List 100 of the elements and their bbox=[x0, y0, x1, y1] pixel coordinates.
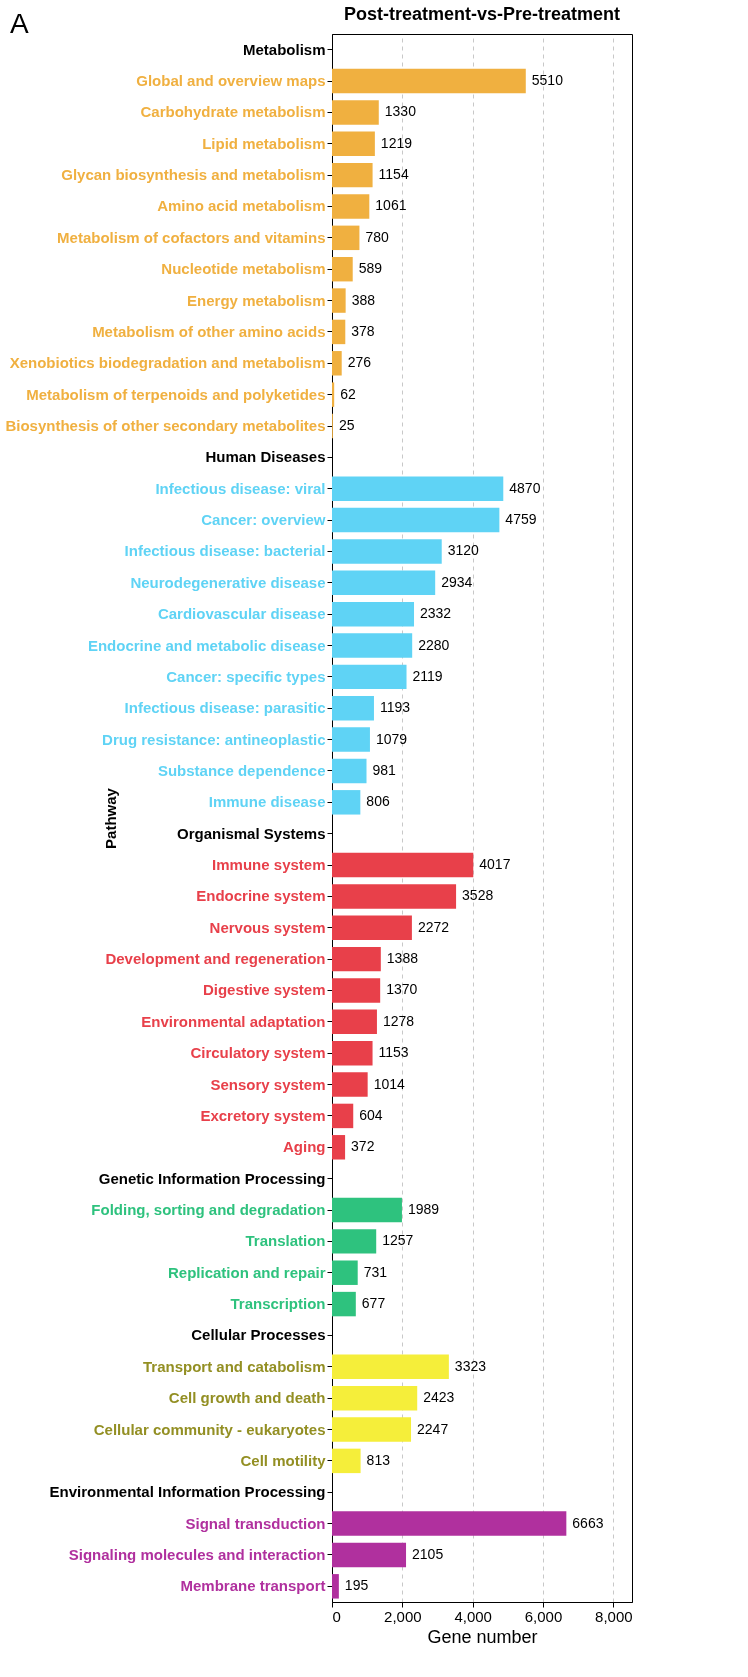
y-tick-label: Glycan biosynthesis and metabolism bbox=[61, 166, 326, 184]
y-tick-label: Infectious disease: parasitic bbox=[124, 699, 326, 717]
data-label: 2247 bbox=[417, 1420, 449, 1437]
bar bbox=[332, 727, 370, 752]
bar bbox=[332, 758, 367, 784]
bar bbox=[332, 1417, 412, 1442]
bar bbox=[332, 1511, 567, 1536]
bar bbox=[332, 194, 370, 219]
y-tick-label: Nucleotide metabolism bbox=[161, 260, 326, 278]
data-label: 5510 bbox=[531, 72, 564, 89]
y-tick-label: Immune system bbox=[212, 856, 326, 874]
y-tick-label: Energy metabolism bbox=[187, 291, 326, 309]
bar bbox=[332, 1040, 373, 1066]
data-label: 2934 bbox=[441, 573, 473, 590]
bar bbox=[332, 225, 360, 251]
data-label: 3323 bbox=[454, 1357, 487, 1374]
x-tick-label: 6,000 bbox=[524, 1607, 563, 1625]
data-label: 388 bbox=[351, 291, 376, 308]
x-tick-label: 8,000 bbox=[595, 1607, 633, 1625]
bar bbox=[332, 507, 500, 533]
bar bbox=[332, 696, 374, 721]
data-label: 4759 bbox=[505, 511, 537, 528]
y-tick-label: Carbohydrate metabolism bbox=[140, 103, 326, 121]
y-tick-label: Genetic Information Processing bbox=[98, 1169, 326, 1187]
data-label: 2332 bbox=[420, 605, 452, 622]
data-label: 3528 bbox=[462, 887, 494, 904]
y-tick-label: Neurodegenerative disease bbox=[130, 573, 326, 591]
y-tick-label: Signaling molecules and interaction bbox=[68, 1545, 326, 1563]
bar bbox=[332, 664, 407, 690]
bar bbox=[332, 978, 381, 1003]
y-tick-label: Infectious disease: viral bbox=[155, 479, 326, 497]
y-axis-title: Pathway bbox=[101, 787, 119, 849]
data-label: 813 bbox=[366, 1451, 391, 1468]
bar bbox=[332, 1574, 339, 1599]
bar bbox=[332, 68, 526, 94]
bar bbox=[332, 1229, 377, 1254]
y-tick-label: Aging bbox=[283, 1138, 326, 1156]
bar bbox=[332, 539, 442, 564]
data-label: 2280 bbox=[418, 636, 450, 653]
y-tick-label: Human Diseases bbox=[205, 448, 326, 466]
y-tick-label: Circulatory system bbox=[190, 1044, 326, 1062]
bar bbox=[332, 915, 412, 940]
bar bbox=[332, 790, 361, 815]
x-tick-label: 0 bbox=[332, 1607, 341, 1625]
bar bbox=[332, 1135, 346, 1160]
data-label: 372 bbox=[351, 1138, 375, 1155]
y-tick-label: Replication and repair bbox=[167, 1263, 326, 1281]
y-tick-label: Xenobiotics biodegradation and metabolism bbox=[9, 354, 326, 372]
y-tick-label: Folding, sorting and degradation bbox=[91, 1201, 326, 1218]
bar bbox=[332, 319, 346, 345]
y-tick-label: Metabolism of other amino acids bbox=[92, 322, 326, 340]
data-label: 1061 bbox=[375, 197, 407, 214]
y-tick-label: Cellular community - eukaryotes bbox=[93, 1420, 326, 1438]
bar bbox=[332, 1385, 418, 1411]
data-label: 2105 bbox=[412, 1545, 444, 1562]
bar bbox=[332, 1072, 368, 1097]
bar bbox=[332, 288, 346, 313]
bar bbox=[332, 884, 457, 909]
y-tick-label: Cell growth and death bbox=[168, 1389, 326, 1407]
y-tick-label: Endocrine system bbox=[196, 887, 326, 905]
y-tick-label: Environmental adaptation bbox=[141, 1012, 326, 1030]
data-label: 677 bbox=[361, 1295, 386, 1312]
data-label: 806 bbox=[366, 793, 390, 810]
data-label: 25 bbox=[338, 417, 355, 433]
bar bbox=[332, 1448, 361, 1474]
bar bbox=[332, 351, 342, 376]
data-label: 731 bbox=[363, 1263, 388, 1280]
data-label: 2423 bbox=[423, 1389, 455, 1406]
y-tick-label: Cancer: specific types bbox=[166, 667, 326, 685]
y-tick-label: Amino acid metabolism bbox=[157, 197, 326, 215]
data-label: 1154 bbox=[378, 166, 409, 183]
data-label: 1219 bbox=[380, 134, 413, 151]
chart-title: Post-treatment-vs-Pre-treatment bbox=[343, 4, 621, 24]
y-tick-label: Immune disease bbox=[208, 793, 326, 811]
data-label: 1330 bbox=[384, 103, 417, 120]
bar bbox=[332, 633, 413, 658]
y-tick-label: Biosynthesis of other secondary metabolites bbox=[5, 417, 326, 434]
bar bbox=[332, 1291, 356, 1317]
y-tick-label: Transport and catabolism bbox=[142, 1357, 326, 1375]
data-label: 1989 bbox=[407, 1201, 440, 1217]
data-label: 1370 bbox=[386, 981, 418, 998]
y-tick-label: Nervous system bbox=[209, 918, 326, 936]
bar bbox=[332, 1009, 377, 1035]
data-label: 4017 bbox=[479, 856, 511, 873]
data-label: 276 bbox=[347, 354, 372, 371]
data-label: 1193 bbox=[379, 699, 411, 716]
data-label: 378 bbox=[351, 322, 375, 339]
bar bbox=[332, 1197, 402, 1223]
data-label: 2119 bbox=[412, 667, 443, 684]
data-label: 780 bbox=[365, 228, 389, 245]
y-tick-label: Lipid metabolism bbox=[202, 134, 326, 152]
bar bbox=[332, 1260, 358, 1285]
data-label: 195 bbox=[344, 1577, 369, 1594]
x-tick-label: 4,000 bbox=[454, 1607, 492, 1625]
y-tick-label: Substance dependence bbox=[157, 761, 326, 779]
data-label: 6663 bbox=[572, 1514, 604, 1531]
data-label: 1153 bbox=[378, 1044, 409, 1061]
data-label: 1014 bbox=[373, 1075, 406, 1092]
data-label: 1257 bbox=[382, 1232, 414, 1249]
y-tick-label: Signal transduction bbox=[185, 1514, 326, 1532]
